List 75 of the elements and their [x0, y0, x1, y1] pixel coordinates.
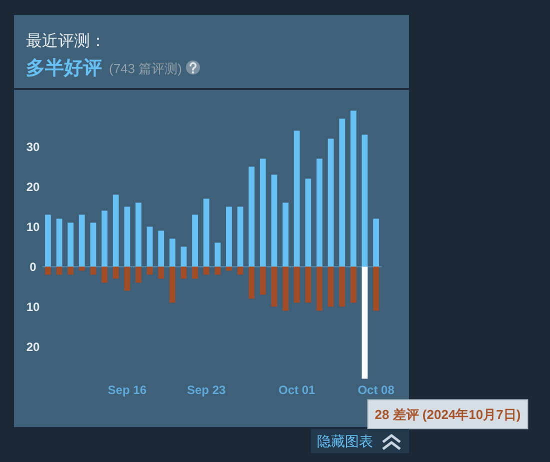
bar — [226, 266, 232, 271]
bar — [45, 266, 51, 275]
bar — [237, 266, 244, 275]
y-tick-label: 20 — [26, 180, 40, 194]
bar — [146, 266, 153, 275]
bar — [226, 206, 232, 267]
y-tick-label: 0 — [30, 260, 37, 274]
bar — [282, 202, 288, 267]
bar — [282, 266, 288, 311]
bar — [328, 266, 334, 307]
bar — [248, 266, 255, 299]
bar — [90, 222, 96, 267]
bar — [214, 242, 221, 267]
bar — [339, 266, 346, 307]
bar — [362, 266, 368, 379]
x-tick-label: Sep 16 — [108, 383, 147, 397]
bar — [90, 266, 96, 275]
bar — [294, 130, 300, 267]
bar — [56, 218, 62, 267]
bar — [102, 210, 108, 267]
chart-subtitle: 多半好评 — [26, 57, 102, 79]
bar — [248, 166, 255, 267]
bar — [328, 138, 334, 267]
bar — [45, 214, 51, 267]
annotation: 28 差评 (2024年10月7日) — [374, 407, 521, 422]
bar — [180, 246, 187, 267]
bar — [68, 222, 74, 267]
y-tick-label: 10 — [26, 220, 40, 234]
bar — [294, 266, 300, 303]
bar — [124, 266, 130, 291]
bar — [158, 266, 164, 279]
x-tick-label: Oct 01 — [278, 383, 316, 397]
bar — [112, 194, 119, 267]
bar — [203, 266, 210, 275]
bar — [271, 266, 278, 307]
bar — [214, 266, 221, 275]
x-tick-label: Sep 23 — [186, 383, 226, 397]
bar — [136, 202, 142, 267]
bar — [362, 134, 368, 267]
y-tick-label: 20 — [26, 340, 40, 354]
bar — [373, 218, 379, 267]
bar — [350, 266, 356, 303]
bar — [78, 214, 85, 267]
bar — [112, 266, 119, 279]
bar — [146, 226, 153, 267]
chart-title: 最近评测： — [26, 32, 106, 50]
bar — [124, 206, 130, 267]
bar — [316, 158, 322, 267]
bar — [237, 206, 244, 267]
bar — [260, 266, 266, 295]
bar — [180, 266, 187, 279]
bar — [373, 266, 379, 311]
text: (743 篇评测) — [109, 61, 182, 76]
x-tick-label: Oct 08 — [358, 383, 395, 397]
bar — [305, 178, 312, 267]
y-tick-label: 10 — [26, 300, 40, 314]
bar — [192, 214, 198, 267]
y-tick-label: 30 — [26, 140, 40, 154]
bar — [350, 110, 356, 267]
bar — [158, 230, 164, 267]
text: 隐藏图表 — [317, 433, 373, 449]
bar — [271, 174, 278, 267]
bar — [78, 266, 85, 271]
bar — [169, 238, 176, 267]
bar — [192, 266, 198, 279]
bar — [316, 266, 322, 311]
bar — [136, 266, 142, 283]
bar — [260, 158, 266, 267]
bar — [102, 266, 108, 283]
bar — [203, 198, 210, 267]
bar — [305, 266, 312, 303]
bar — [56, 266, 62, 275]
bar — [68, 266, 74, 275]
bar — [169, 266, 176, 303]
bar — [339, 118, 346, 267]
